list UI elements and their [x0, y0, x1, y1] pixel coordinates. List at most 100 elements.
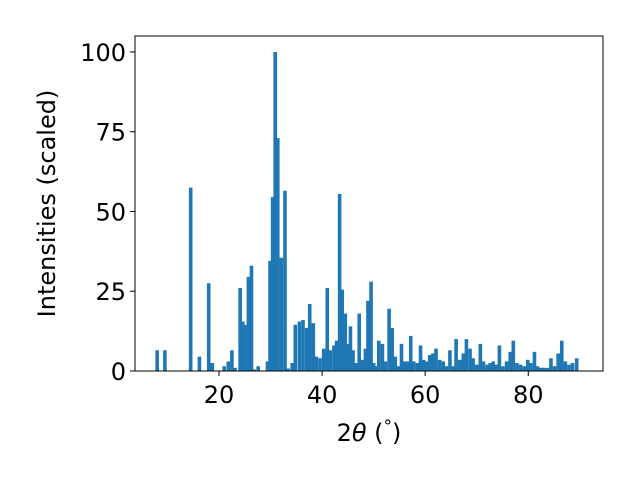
bar — [387, 308, 391, 371]
bar — [354, 363, 358, 371]
x-axis-ticks: 20 40 60 80 — [204, 371, 544, 409]
bar — [570, 363, 575, 371]
bar — [371, 363, 376, 371]
y-tick-label: 100 — [80, 39, 126, 67]
bar — [297, 321, 302, 371]
bar — [415, 363, 420, 371]
bar — [270, 197, 275, 371]
bar — [374, 366, 379, 371]
bar — [210, 363, 215, 371]
x-tick-label: 80 — [513, 381, 544, 409]
bar — [366, 300, 370, 371]
bar — [246, 276, 251, 371]
bar — [464, 339, 469, 371]
bar — [318, 358, 322, 371]
bar — [345, 343, 350, 371]
bar — [461, 353, 466, 371]
bar — [481, 361, 486, 371]
bar — [428, 355, 432, 371]
bar — [321, 348, 326, 371]
bar-series — [155, 51, 579, 371]
bar — [457, 359, 462, 371]
y-tick-label: 25 — [95, 278, 126, 306]
bar — [405, 361, 410, 371]
bar — [511, 340, 516, 371]
bar — [545, 367, 550, 371]
bar — [474, 364, 479, 371]
bar — [504, 361, 509, 371]
bar — [444, 366, 449, 371]
bar — [494, 364, 499, 371]
bar — [515, 363, 519, 371]
bar — [488, 363, 492, 371]
bar — [155, 350, 159, 371]
bar — [402, 361, 407, 371]
bar — [343, 313, 348, 371]
bar — [206, 283, 211, 371]
bar — [441, 361, 446, 371]
bar — [360, 359, 365, 371]
y-tick-label: 0 — [111, 358, 126, 386]
bar — [501, 366, 505, 371]
bar — [399, 343, 404, 371]
bar — [471, 358, 475, 371]
bar — [334, 340, 339, 371]
bar — [383, 361, 388, 371]
bar — [552, 366, 557, 371]
bar — [448, 350, 452, 371]
bar — [307, 304, 312, 371]
bar — [311, 323, 316, 371]
plot-frame — [134, 35, 604, 372]
bar — [532, 351, 537, 371]
bar — [535, 366, 540, 371]
bar — [222, 366, 226, 371]
bar — [451, 366, 455, 371]
bar — [454, 339, 458, 371]
bar — [256, 366, 260, 371]
bar — [275, 138, 280, 371]
bar — [240, 321, 245, 371]
bar — [325, 288, 330, 371]
bar — [252, 369, 256, 371]
bar — [249, 265, 254, 371]
bar — [408, 335, 413, 371]
bar — [230, 350, 234, 371]
bar — [332, 345, 336, 371]
bar — [286, 368, 290, 371]
bar — [380, 343, 385, 371]
bar — [290, 363, 295, 371]
bar — [369, 281, 373, 371]
bar — [188, 187, 193, 371]
x-axis-label: 2θ (°) — [337, 417, 402, 447]
bar — [363, 348, 368, 371]
bar — [556, 353, 560, 371]
bar — [497, 345, 502, 371]
bar — [525, 359, 530, 371]
bar — [485, 364, 489, 371]
bar — [314, 356, 319, 371]
x-tick-label: 60 — [410, 381, 441, 409]
bar — [559, 340, 564, 371]
bar — [390, 327, 394, 371]
bar — [340, 289, 344, 371]
bar — [242, 324, 247, 371]
bar — [376, 340, 381, 371]
bar — [418, 345, 423, 371]
bar — [412, 361, 416, 371]
y-axis-label: Intensities (scaled) — [33, 90, 61, 318]
bar — [396, 366, 401, 371]
bar — [468, 348, 472, 371]
bar — [197, 356, 202, 371]
bar — [351, 350, 355, 371]
bar — [301, 319, 305, 371]
bar — [238, 288, 242, 371]
bar — [163, 350, 167, 371]
bar — [478, 343, 483, 371]
bar — [393, 356, 398, 371]
bar — [273, 51, 277, 371]
bar — [233, 367, 237, 371]
y-tick-label: 50 — [95, 198, 126, 226]
bar — [293, 324, 298, 371]
bar — [529, 363, 533, 371]
